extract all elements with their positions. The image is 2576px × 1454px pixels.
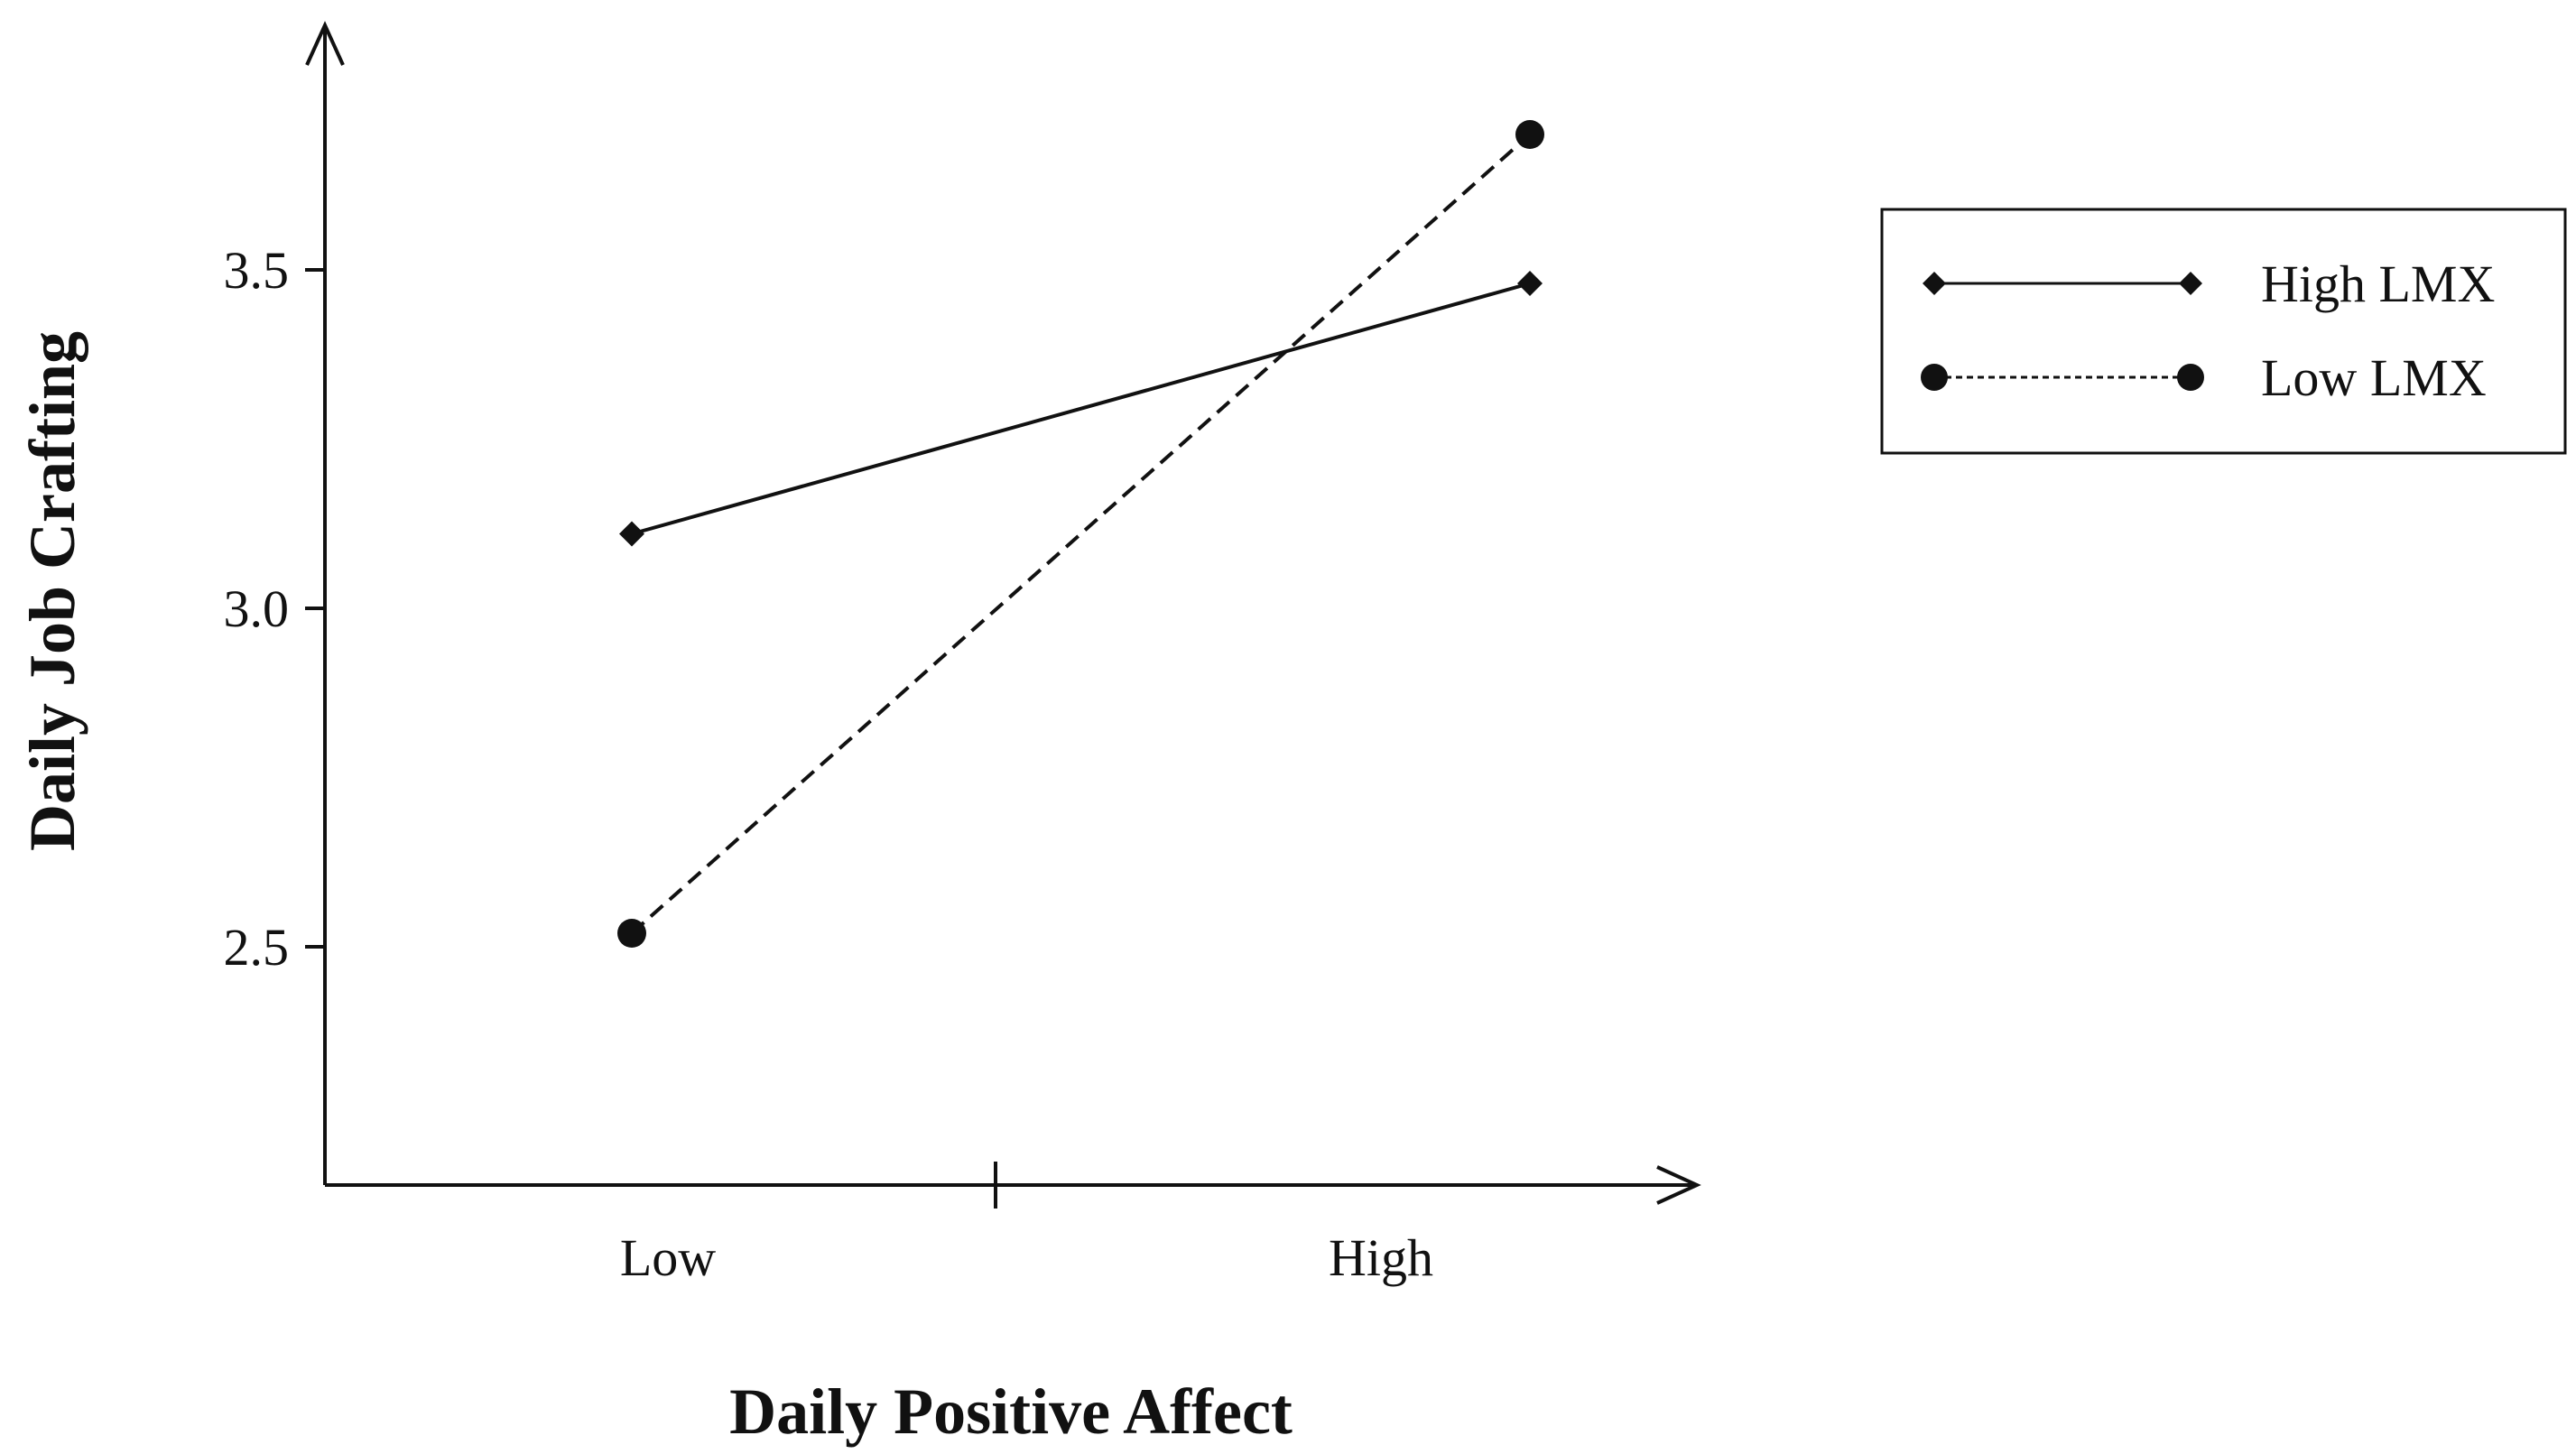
plot-series: [617, 120, 1544, 948]
data-point-circle: [617, 919, 646, 948]
y-axis-title: Daily Job Crafting: [16, 331, 88, 851]
x-tick-label: Low: [620, 1228, 716, 1287]
data-point-diamond: [2179, 272, 2202, 295]
data-point-diamond: [1517, 271, 1543, 296]
low-lmx-series-line: [630, 133, 1532, 935]
high-lmx-series-line: [631, 282, 1531, 536]
y-tick-label: 3.5: [224, 241, 290, 300]
legend-label-low-lmx: Low LMX: [2261, 348, 2487, 407]
data-point-circle: [2177, 364, 2204, 391]
data-point-diamond: [619, 521, 644, 547]
axes: 2.5 3.0 3.5 Low High Daily Positive Affect Dai…: [16, 21, 1701, 1448]
data-point-diamond: [1923, 272, 1946, 295]
x-axis-arrow: [1656, 1165, 1701, 1205]
data-point-circle: [1515, 120, 1544, 149]
x-tick-label: High: [1329, 1228, 1433, 1287]
legend: High LMX Low LMX: [1880, 208, 2567, 455]
y-tick-label: 2.5: [224, 918, 290, 977]
x-axis-title: Daily Positive Affect: [729, 1375, 1293, 1448]
y-tick-label: 3.0: [224, 579, 290, 638]
data-point-circle: [1921, 364, 1948, 391]
legend-box: [1880, 208, 2567, 455]
legend-label-high-lmx: High LMX: [2261, 255, 2495, 313]
y-axis-arrow: [305, 21, 345, 66]
